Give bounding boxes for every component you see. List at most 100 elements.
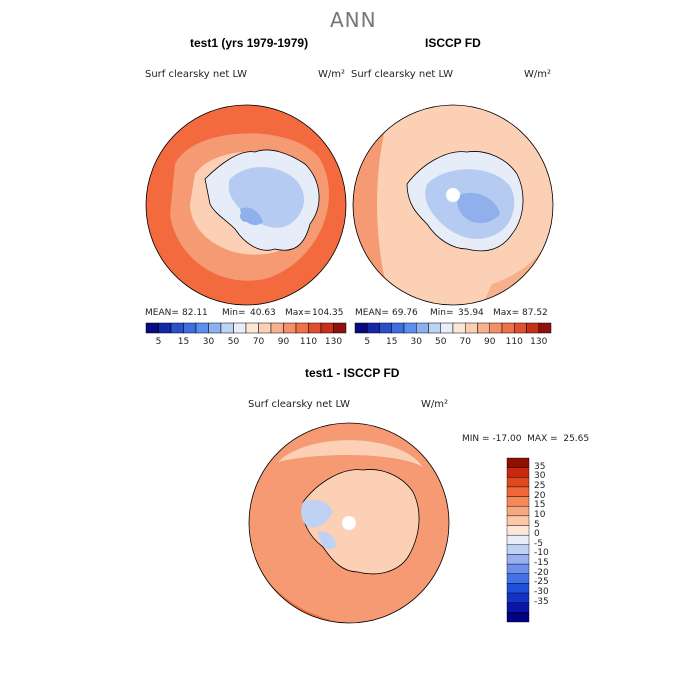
panel3-colorbar-swatch xyxy=(506,573,530,584)
panel1-colorbar-swatch xyxy=(333,322,347,334)
panel3-colorbar-swatch xyxy=(506,583,530,594)
panel3-blue-patch xyxy=(301,499,333,528)
panel2-colorbar-swatch xyxy=(452,322,466,334)
panel3-colorbar-swatch xyxy=(506,467,530,478)
panel3-colorbar-tick-label: -35 xyxy=(534,596,549,607)
panel2-colorbar-swatch xyxy=(416,322,429,334)
panel2-mean-value: 69.76 xyxy=(392,308,418,318)
panel1-colorbar-tick-label: 90 xyxy=(277,337,290,347)
panel2-colorbar-swatch xyxy=(514,322,527,334)
panel3-colorbar-tick-label: 20 xyxy=(534,490,546,501)
panel2-colorbar xyxy=(354,322,552,334)
panel3-colorbar-swatch xyxy=(506,496,530,507)
panel2-colorbar-swatch xyxy=(379,322,392,334)
panel1-title: test1 (yrs 1979-1979) xyxy=(190,36,309,50)
panel1-colorbar-tick-label: 5 xyxy=(155,337,162,347)
panel3-units: W/m² xyxy=(421,399,449,410)
panel1-units: W/m² xyxy=(318,69,346,80)
panel3-variable: Surf clearsky net LW xyxy=(248,399,351,410)
panel2-colorbar-swatch xyxy=(367,322,380,334)
panel2-colorbar-tick-label: 130 xyxy=(530,337,548,347)
panel2-max-value: 87.52 xyxy=(522,308,548,318)
panel1-colorbar-swatch xyxy=(195,322,209,334)
panel3-colorbar-tick-label: 30 xyxy=(534,471,546,482)
panel3-colorbar-swatch xyxy=(506,612,530,623)
panel1-colorbar-swatch xyxy=(183,322,197,334)
panel2-colorbar-swatch xyxy=(391,322,405,334)
panel1-colorbar-swatch xyxy=(283,322,297,334)
panel3-colorbar-tick-label: 35 xyxy=(534,461,546,472)
panel1-mean-label: MEAN= xyxy=(145,308,179,318)
panel3-colorbar xyxy=(506,457,530,623)
panel2-colorbar-tick-label: 30 xyxy=(410,337,422,347)
panel2-colorbar-tick-label: 70 xyxy=(459,337,471,347)
panel2-colorbar-tick-label: 15 xyxy=(386,337,398,347)
panel1-colorbar-tick-label: 110 xyxy=(299,337,318,347)
panel2-colorbar-swatch xyxy=(526,322,539,334)
panel3-polar-map xyxy=(248,422,450,624)
panel2-colorbar-swatch xyxy=(428,322,441,334)
panel3-colorbar-tick-label: 25 xyxy=(534,480,546,491)
panel3-colorbar-swatch xyxy=(506,457,530,468)
panel2-colorbar-swatch xyxy=(477,322,490,334)
panel1-max-value: 104.35 xyxy=(312,308,344,318)
panel1-variable: Surf clearsky net LW xyxy=(145,69,248,80)
panel1-max-label: Max= xyxy=(285,308,312,318)
panel3-colorbar-tick-label: 5 xyxy=(534,519,540,530)
panel1-colorbar-tick-label: 30 xyxy=(202,337,215,347)
panel1-colorbar-tick-label: 130 xyxy=(324,337,343,347)
panel3-colorbar-swatch xyxy=(506,602,530,613)
panel1-colorbar-tick-label: 50 xyxy=(227,337,240,347)
panel1-colorbar-swatch xyxy=(308,322,322,334)
panel2-colorbar-swatch xyxy=(465,322,478,334)
panel2-mean-label: MEAN= xyxy=(355,308,389,318)
panel1-colorbar-swatch xyxy=(158,322,172,334)
panel3-pole-hole xyxy=(342,516,356,530)
panel3-colorbar-swatch xyxy=(506,515,530,526)
panel1-colorbar-tick-label: 15 xyxy=(177,337,190,347)
panel3-colorbar-ticks: 35 30 25 20 15 10 5 0 -5 -10 -15 -20 -25 -30 -35 xyxy=(534,458,564,622)
panel3-colorbar-swatch xyxy=(506,525,530,536)
panel3-title: test1 - ISCCP FD xyxy=(305,366,400,380)
panel3-colorbar-swatch xyxy=(506,534,530,546)
panel3-colorbar-tick-label: 0 xyxy=(534,529,540,540)
panel3-blue-patch-2 xyxy=(318,531,336,550)
panel3-colorbar-swatch xyxy=(506,486,530,497)
panel3-colorbar-tick-label: -20 xyxy=(534,567,549,578)
panel3-colorbar-tick-label: -10 xyxy=(534,548,549,559)
panel2-colorbar-swatch xyxy=(403,322,417,334)
panel1-colorbar-swatch xyxy=(170,322,184,334)
panel3-colorbar-swatch xyxy=(506,477,530,488)
panel1-colorbar-swatch xyxy=(270,322,284,334)
panel2-colorbar-swatch xyxy=(501,322,515,334)
panel2-polar-map xyxy=(352,104,554,306)
panel2-ice-dark xyxy=(457,192,500,224)
panel2-colorbar-swatch xyxy=(440,322,454,334)
panel2-colorbar-tick-label: 50 xyxy=(435,337,447,347)
panel1-polar-map xyxy=(145,104,347,306)
panel2-min-label: Min= xyxy=(430,308,454,318)
panel1-min-label: Min= xyxy=(222,308,246,318)
panel2-min-value: 35.94 xyxy=(458,308,484,318)
panel3-light-patch xyxy=(278,440,423,467)
panel1-colorbar-swatch xyxy=(233,322,247,334)
panel2-colorbar-ticks: 5 15 30 50 70 90 110 130 xyxy=(355,337,551,349)
panel1-colorbar-swatch xyxy=(258,322,272,334)
panel1-colorbar-swatch xyxy=(320,322,334,334)
figure-title: ANN xyxy=(330,8,377,32)
panel2-title: ISCCP FD xyxy=(425,36,481,50)
panel2-colorbar-swatch xyxy=(489,322,503,334)
panel2-colorbar-tick-label: 5 xyxy=(364,337,371,347)
panel3-colorbar-tick-label: -30 xyxy=(534,587,549,598)
panel1-colorbar-swatch xyxy=(245,322,259,334)
panel2-colorbar-tick-label: 110 xyxy=(505,337,523,347)
panel1-mean-value: 82.11 xyxy=(182,308,208,318)
panel3-colorbar-tick-label: -5 xyxy=(534,538,543,549)
panel1-colorbar-swatch xyxy=(145,322,159,334)
panel1-min-value: 40.63 xyxy=(250,308,276,318)
panel3-colorbar-tick-label: -15 xyxy=(534,558,549,569)
panel1-colorbar-tick-label: 70 xyxy=(252,337,265,347)
panel3-colorbar-tick-label: 15 xyxy=(534,500,546,511)
panel2-colorbar-swatch xyxy=(354,322,368,334)
panel1-pole-patch xyxy=(240,210,252,222)
